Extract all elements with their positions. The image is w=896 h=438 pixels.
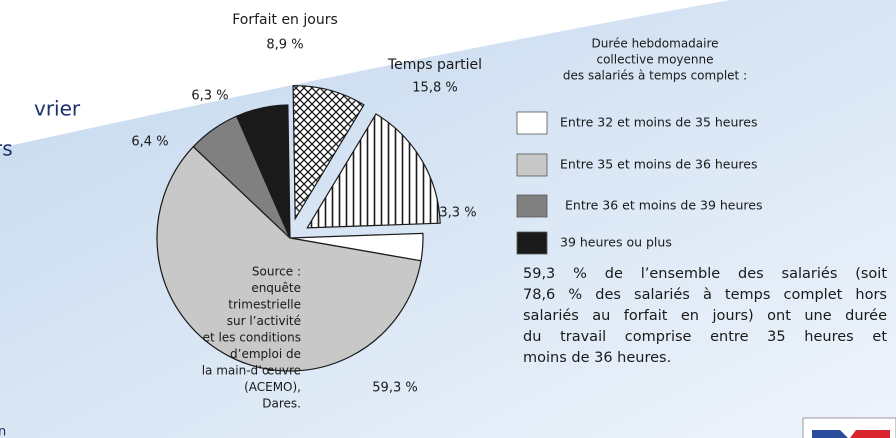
value-label: 6,4 % <box>131 135 168 150</box>
category-label: Forfait en jours <box>232 12 338 28</box>
heading-fragment: n <box>0 425 6 438</box>
source-line: (ACEMO), <box>244 380 301 394</box>
legend-label: Entre 36 et moins de 39 heures <box>565 198 762 213</box>
source-line: sur l’activité <box>227 314 301 328</box>
white-band <box>0 0 730 148</box>
source-line: d’emploi de <box>230 347 301 361</box>
value-label: 8,9 % <box>266 38 303 53</box>
pie-slice <box>292 85 365 221</box>
legend-title: des salariés à temps complet : <box>563 69 747 83</box>
legend-label: Entre 35 et moins de 36 heures <box>560 157 757 172</box>
source-line: enquête <box>251 281 301 295</box>
source-line: Source : <box>252 265 301 279</box>
labels: 3,3 % 59,3 % 6,4 % 6,3 % 8,9 % 15,8 % Forfait … <box>0 12 762 438</box>
source-line: Dares. <box>262 397 301 411</box>
logo-shape <box>812 430 848 438</box>
category-label: Temps partiel <box>387 57 482 73</box>
legend-swatch <box>516 111 548 135</box>
legend-swatch <box>516 194 548 218</box>
note: 59,3 % de l’ensemble des salariés (soit 7… <box>523 264 887 369</box>
source-line: trimestrielle <box>228 298 301 312</box>
note-line: du travail comprise entre 35 heures et <box>523 329 887 345</box>
value-label: 6,3 % <box>191 89 228 104</box>
pie-slice <box>156 145 422 372</box>
note-line: moins de 36 heures. <box>523 350 672 366</box>
value-label: 3,3 % <box>439 206 476 221</box>
pie-slice <box>306 113 441 229</box>
note-line: salariés au forfait en jours) ont une du… <box>523 308 887 324</box>
value-label: 59,3 % <box>372 381 417 396</box>
note-line: 59,3 % de l’ensemble des salariés (soit <box>523 266 887 282</box>
heading-fragment: rs <box>0 137 13 161</box>
note-line: 78,6 % des salariés à temps complet hors <box>523 287 887 303</box>
legend-title: collective moyenne <box>596 53 713 67</box>
value-label: 15,8 % <box>412 81 457 96</box>
legend-label: Entre 32 et moins de 35 heures <box>560 115 757 130</box>
pie <box>156 85 441 372</box>
legend-label: 39 heures ou plus <box>560 235 672 250</box>
legend-title: Durée hebdomadaire <box>591 37 718 51</box>
legend-swatch <box>516 153 548 177</box>
legend-swatch <box>516 231 548 255</box>
pie-slice <box>235 104 291 239</box>
logo-shape <box>850 430 890 438</box>
heading-fragment: vrier <box>34 97 81 121</box>
source-line: et les conditions <box>203 331 301 345</box>
source-line: la main-d’œuvre <box>202 364 301 378</box>
